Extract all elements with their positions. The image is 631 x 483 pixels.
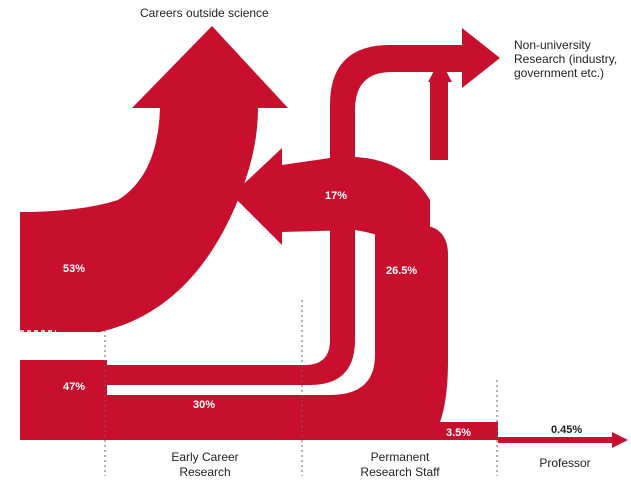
flow-permanent-to-outside <box>232 148 430 245</box>
flow-permanent-stay <box>432 424 498 440</box>
non-university-label: Non-university Research (industry, gover… <box>514 38 617 80</box>
pct-leave-early: 53% <box>63 263 86 275</box>
non-university-line1: Non-university <box>514 38 591 52</box>
pct-professor: 0.45% <box>551 424 583 436</box>
flow-permanent-to-non-university <box>428 60 452 160</box>
stage-early-line2: Research <box>179 465 231 479</box>
stage-permanent: Permanent Research Staff <box>345 450 455 480</box>
flow-early-to-outside <box>20 26 288 332</box>
non-university-line3: government etc.) <box>514 66 605 80</box>
flow-early-to-permanent <box>20 225 498 440</box>
stage-early-career: Early Career Research <box>150 450 260 480</box>
flow-to-non-university <box>107 28 500 385</box>
pct-stay-early: 47% <box>63 381 86 393</box>
non-university-line2: Research (industry, <box>514 52 618 66</box>
stage-early-line1: Early Career <box>171 450 239 464</box>
stage-professor: Professor <box>539 456 591 470</box>
careers-outside-label: Careers outside science <box>140 6 269 20</box>
stage-permanent-line2: Research Staff <box>360 465 440 479</box>
pct-permanent-outside: 26.5% <box>386 265 418 277</box>
pct-to-permanent: 30% <box>193 399 216 411</box>
stage-permanent-line1: Permanent <box>370 450 430 464</box>
pct-permanent-stay: 3.5% <box>446 427 472 439</box>
pct-to-non-university: 17% <box>325 190 348 202</box>
flow-professor-arrow <box>498 432 628 448</box>
